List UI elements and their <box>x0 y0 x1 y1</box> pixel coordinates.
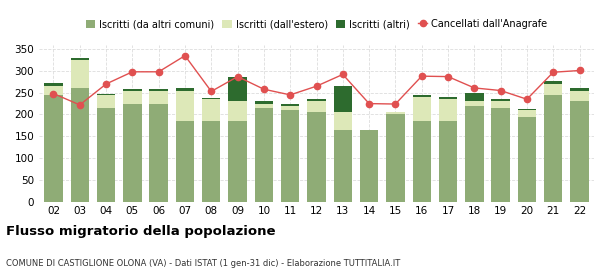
Bar <box>518 117 536 202</box>
Bar <box>386 115 404 202</box>
Bar <box>229 121 247 202</box>
Bar <box>71 58 89 60</box>
Bar <box>465 101 484 106</box>
Bar <box>571 101 589 202</box>
Bar <box>544 95 562 202</box>
Bar <box>44 95 62 202</box>
Bar <box>544 84 562 95</box>
Bar <box>439 97 457 99</box>
Bar <box>44 83 62 86</box>
Bar <box>360 130 379 202</box>
Bar <box>334 130 352 202</box>
Bar <box>149 89 168 90</box>
Bar <box>123 104 142 202</box>
Bar <box>123 90 142 104</box>
Bar <box>439 121 457 202</box>
Bar <box>71 88 89 202</box>
Bar <box>202 121 220 202</box>
Bar <box>97 94 115 95</box>
Bar <box>307 99 326 101</box>
Bar <box>44 86 62 95</box>
Text: COMUNE DI CASTIGLIONE OLONA (VA) - Dati ISTAT (1 gen-31 dic) - Elaborazione TUTT: COMUNE DI CASTIGLIONE OLONA (VA) - Dati … <box>6 259 400 268</box>
Bar <box>334 86 352 112</box>
Bar <box>307 101 326 112</box>
Bar <box>465 106 484 202</box>
Bar <box>71 60 89 88</box>
Bar <box>491 99 510 101</box>
Bar <box>413 95 431 97</box>
Bar <box>97 95 115 108</box>
Bar <box>334 112 352 130</box>
Bar <box>281 106 299 110</box>
Bar <box>123 89 142 90</box>
Bar <box>518 109 536 110</box>
Bar <box>229 101 247 121</box>
Bar <box>439 99 457 121</box>
Bar <box>149 90 168 104</box>
Bar <box>413 121 431 202</box>
Bar <box>176 121 194 202</box>
Bar <box>176 90 194 121</box>
Bar <box>571 88 589 90</box>
Bar <box>149 104 168 202</box>
Bar <box>176 88 194 90</box>
Bar <box>229 78 247 101</box>
Bar <box>465 93 484 101</box>
Bar <box>571 90 589 101</box>
Bar <box>202 98 220 99</box>
Bar <box>202 99 220 121</box>
Bar <box>254 101 273 104</box>
Bar <box>307 112 326 202</box>
Bar <box>413 97 431 121</box>
Bar <box>544 81 562 84</box>
Bar <box>386 112 404 115</box>
Bar <box>97 108 115 202</box>
Bar <box>281 104 299 106</box>
Bar <box>254 104 273 108</box>
Text: Flusso migratorio della popolazione: Flusso migratorio della popolazione <box>6 225 275 238</box>
Bar <box>518 110 536 117</box>
Bar <box>491 101 510 108</box>
Legend: Iscritti (da altri comuni), Iscritti (dall'estero), Iscritti (altri), Cancellati: Iscritti (da altri comuni), Iscritti (da… <box>82 15 551 33</box>
Bar <box>281 110 299 202</box>
Bar <box>491 108 510 202</box>
Bar <box>254 108 273 202</box>
